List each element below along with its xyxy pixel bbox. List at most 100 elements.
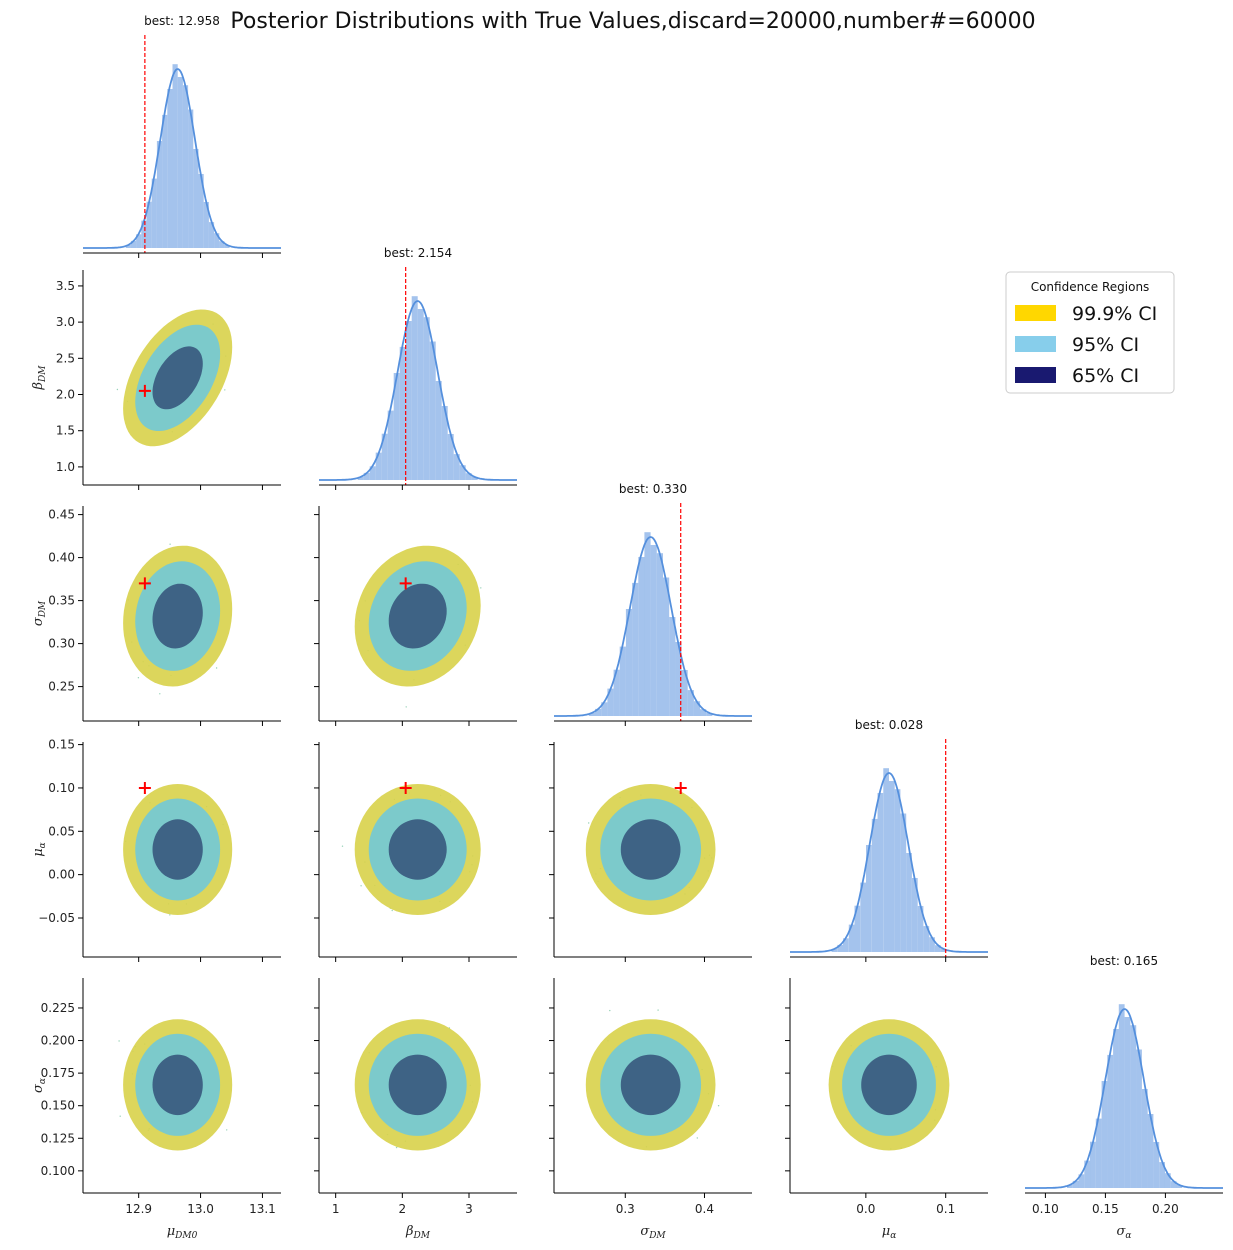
histogram-bar (1072, 1180, 1079, 1188)
x-axis-label-beta_DM: βDM (405, 1224, 431, 1241)
histogram-bar (894, 789, 901, 952)
histogram-bar (357, 476, 364, 480)
histogram-bar (1101, 1081, 1108, 1188)
contour-65-region (620, 1054, 681, 1116)
histogram-bar (601, 702, 608, 716)
y-axis-label-beta_DM: βDM (31, 365, 48, 391)
histogram-bar (423, 317, 430, 480)
sample-point (341, 845, 344, 847)
histogram-bar (613, 669, 620, 716)
x-tick-label: 1 (332, 1202, 340, 1216)
y-tick-label: 2.5 (56, 351, 75, 365)
legend-swatch-65 (1015, 367, 1056, 383)
kde-curve (554, 536, 752, 717)
histogram-bar (843, 938, 849, 952)
y-tick-label: −0.05 (38, 911, 75, 925)
truth-marker (138, 781, 151, 794)
y-axis-label-sigma_DM: σDM (31, 600, 48, 626)
contour-65-region (620, 819, 681, 880)
histogram-bar (1130, 1025, 1137, 1188)
histogram-bar (656, 553, 663, 716)
histogram-bar (644, 532, 651, 716)
y-tick-label: 0.125 (41, 1131, 75, 1145)
histogram-bar (405, 321, 412, 480)
sample-point (696, 1137, 698, 1139)
histogram-bar (453, 454, 460, 480)
histogram-bar (681, 670, 688, 716)
x-tick-label: 0.4 (695, 1202, 714, 1216)
histogram-bar (411, 296, 418, 480)
histogram-bar (935, 945, 941, 952)
x-tick-label: 12.9 (125, 1202, 152, 1216)
histogram-bar (929, 937, 935, 952)
contour-65-region (388, 583, 447, 649)
contour-65-region (388, 1054, 447, 1116)
y-tick-label: 0.200 (41, 1034, 75, 1048)
sample-point (226, 1129, 228, 1131)
truth-marker (674, 781, 687, 794)
histogram-bar (162, 114, 168, 249)
histogram-bar (130, 240, 137, 248)
diag-panel-mu_DM0: best: 12.958 (83, 14, 281, 258)
histogram-bar (1170, 1181, 1177, 1188)
histogram-bar (860, 882, 866, 952)
histogram-bar (866, 845, 872, 952)
histogram-bar (125, 244, 131, 248)
y-tick-label: 0.10 (48, 781, 75, 795)
histogram-bar (883, 768, 889, 952)
histogram-bar (136, 234, 142, 248)
histogram-bar (632, 582, 639, 716)
histogram-bar (1159, 1162, 1165, 1188)
diag-panel-sigma_alpha: best: 0.165 0.10 0.15 0.20 (1025, 954, 1223, 1216)
histogram-bar (167, 89, 173, 248)
histogram-bar (1136, 1049, 1142, 1188)
y-tick-label: 0.05 (48, 824, 75, 838)
y-tick-label: 0.150 (41, 1099, 75, 1113)
x-tick-label: 0.1 (936, 1202, 955, 1216)
y-tick-label: 0.100 (41, 1164, 75, 1178)
histogram-bar (837, 944, 843, 952)
scatter-panel-mu_alpha-vs-beta_DM (314, 742, 517, 962)
histogram-bar (1118, 1004, 1125, 1188)
scatter-panel-sigma_alpha-vs-mu_alpha: 0.0 0.1 (785, 978, 988, 1216)
histogram-bar (900, 813, 907, 952)
x-tick-label: 0.3 (616, 1202, 635, 1216)
sample-point (395, 1146, 398, 1149)
y-tick-label: 0.45 (48, 508, 75, 522)
best-value-label: best: 0.165 (1090, 954, 1158, 968)
histogram-bar (363, 472, 370, 480)
y-tick-label: 0.30 (48, 637, 75, 651)
kde-curve (319, 300, 517, 481)
legend: Confidence Regions 99.9% CI 95% CI 65% C… (1005, 271, 1175, 394)
scatter-panel-beta_DM-vs-mu_DM0: 1.0 1.5 2.0 2.5 3.0 3.5 (56, 270, 281, 490)
x-axis-label-mu_DM0: μDM0 (167, 1224, 198, 1241)
scatter-panel-sigma_alpha-vs-sigma_DM: 0.3 0.4 (549, 978, 752, 1216)
y-tick-label: 0.35 (48, 594, 75, 608)
histogram-bar (471, 477, 478, 480)
histogram-bar (923, 926, 930, 952)
scatter-panel-sigma_alpha-vs-mu_DM0: 12.9 13.0 13.1 0.100 0.125 0.150 0.175 0.200 0.2… (41, 978, 281, 1216)
histogram-bar (151, 178, 157, 248)
histogram-bar (625, 609, 633, 716)
histogram-bar (429, 341, 436, 480)
histogram-bar (1164, 1173, 1171, 1188)
sample-point (717, 1105, 720, 1107)
histogram-bar (669, 617, 676, 716)
histogram-bar (387, 410, 394, 480)
y-tick-label: 0.15 (48, 738, 75, 752)
histogram-bar (393, 373, 400, 480)
x-tick-label: 0.15 (1092, 1202, 1119, 1216)
histogram-bar (619, 646, 626, 716)
panels-layer: best: 12.958 best: 2.154 best: 0.330 best: … (31, 14, 1223, 1241)
histogram-bar (188, 109, 194, 248)
x-tick-label: 0.20 (1152, 1202, 1179, 1216)
histogram-bar (1090, 1141, 1096, 1188)
legend-swatch-95 (1015, 336, 1056, 352)
histogram-bar (706, 713, 713, 716)
sample-point (588, 822, 590, 824)
histogram-bar (1124, 1017, 1131, 1188)
scatter-panel-sigma_DM-vs-mu_DM0: 0.25 0.30 0.35 0.40 0.45 (48, 506, 281, 726)
legend-swatch-99 (1015, 305, 1056, 321)
y-tick-label: 0.25 (48, 680, 75, 694)
